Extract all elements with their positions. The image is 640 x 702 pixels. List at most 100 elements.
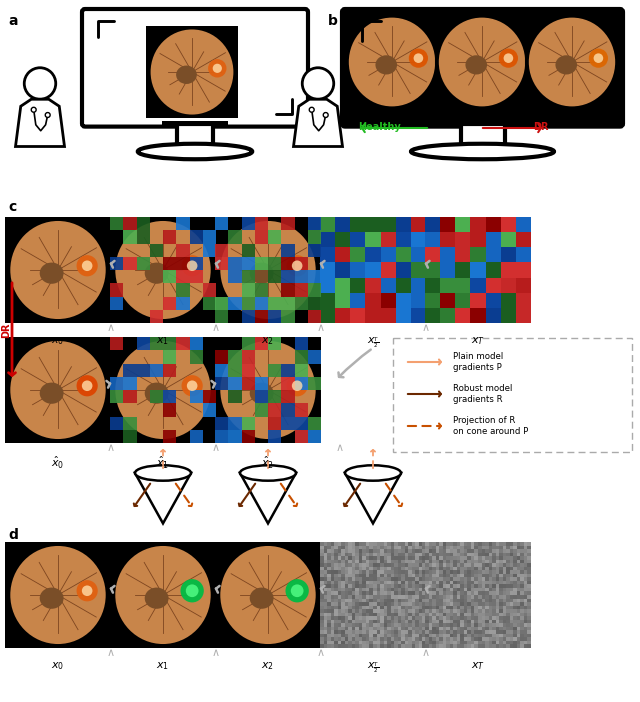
Bar [268, 364, 281, 377]
Bar [492, 637, 495, 641]
Bar [228, 257, 241, 270]
Text: $x_1$: $x_1$ [156, 335, 170, 347]
Bar [474, 637, 478, 641]
Bar [390, 542, 394, 545]
Bar [460, 574, 464, 577]
Bar [397, 613, 401, 616]
Bar [397, 602, 401, 606]
Bar [520, 577, 524, 581]
Bar [359, 602, 362, 606]
Bar [341, 542, 345, 545]
Bar [373, 563, 376, 567]
Bar [241, 430, 255, 443]
Bar [352, 616, 355, 620]
Bar [355, 634, 359, 637]
Bar [405, 556, 408, 559]
Bar [506, 574, 510, 577]
Bar [352, 581, 355, 584]
Bar [408, 595, 412, 599]
Bar [503, 630, 506, 634]
Bar [355, 602, 359, 606]
Bar [510, 599, 513, 602]
Bar [294, 337, 308, 350]
Bar [369, 620, 373, 623]
Bar [355, 620, 359, 623]
Bar [436, 641, 439, 644]
Bar [425, 570, 429, 574]
Bar [467, 623, 471, 627]
Bar [345, 563, 348, 567]
Bar [355, 623, 359, 627]
Bar [397, 545, 401, 549]
Bar [450, 577, 453, 581]
Bar [485, 542, 488, 545]
Bar [352, 559, 355, 563]
Bar [443, 609, 446, 613]
Bar [348, 577, 352, 581]
Bar [492, 623, 495, 627]
Bar [455, 263, 470, 277]
Bar [474, 567, 478, 570]
Bar [281, 310, 294, 323]
Bar [362, 641, 366, 644]
Bar [478, 581, 481, 584]
Bar [429, 595, 432, 599]
Bar [397, 574, 401, 577]
Bar [488, 644, 492, 648]
Bar [124, 377, 136, 390]
Bar [467, 570, 471, 574]
Bar [362, 552, 366, 556]
Bar [506, 559, 510, 563]
Bar [405, 574, 408, 577]
Bar [397, 627, 401, 630]
Bar [513, 634, 517, 637]
Bar [401, 588, 405, 592]
Bar [369, 570, 373, 574]
Bar [241, 217, 255, 230]
Bar [373, 577, 376, 581]
Bar [320, 293, 335, 308]
Bar [432, 606, 436, 609]
Bar [443, 606, 446, 609]
Bar [415, 644, 419, 648]
Bar [457, 630, 460, 634]
Bar [324, 574, 327, 577]
Bar [387, 549, 390, 552]
Bar [499, 644, 503, 648]
Bar [432, 609, 436, 613]
Bar [429, 630, 432, 634]
Bar [397, 581, 401, 584]
Bar [359, 567, 362, 570]
Bar [376, 616, 380, 620]
Bar [429, 602, 432, 606]
Bar [425, 599, 429, 602]
Bar [359, 634, 362, 637]
Bar [176, 296, 189, 310]
Bar [401, 599, 405, 602]
Bar [110, 296, 124, 310]
Text: Plain model
gradients P: Plain model gradients P [453, 352, 503, 371]
Bar [401, 637, 405, 641]
Bar [331, 634, 334, 637]
Bar [308, 377, 321, 390]
Ellipse shape [220, 221, 316, 319]
Bar [350, 263, 365, 277]
Bar [366, 592, 369, 595]
Bar [331, 545, 334, 549]
Bar [471, 542, 474, 545]
Bar [478, 641, 481, 644]
Bar [492, 574, 495, 577]
Bar [394, 595, 397, 599]
Bar [373, 623, 376, 627]
Bar [366, 616, 369, 620]
Bar [215, 416, 228, 430]
Bar [412, 549, 415, 552]
Bar [520, 637, 524, 641]
Bar [324, 581, 327, 584]
Bar [510, 620, 513, 623]
Bar [327, 588, 331, 592]
Bar [513, 563, 517, 567]
Bar [422, 609, 426, 613]
Bar [348, 620, 352, 623]
Bar [176, 337, 189, 350]
